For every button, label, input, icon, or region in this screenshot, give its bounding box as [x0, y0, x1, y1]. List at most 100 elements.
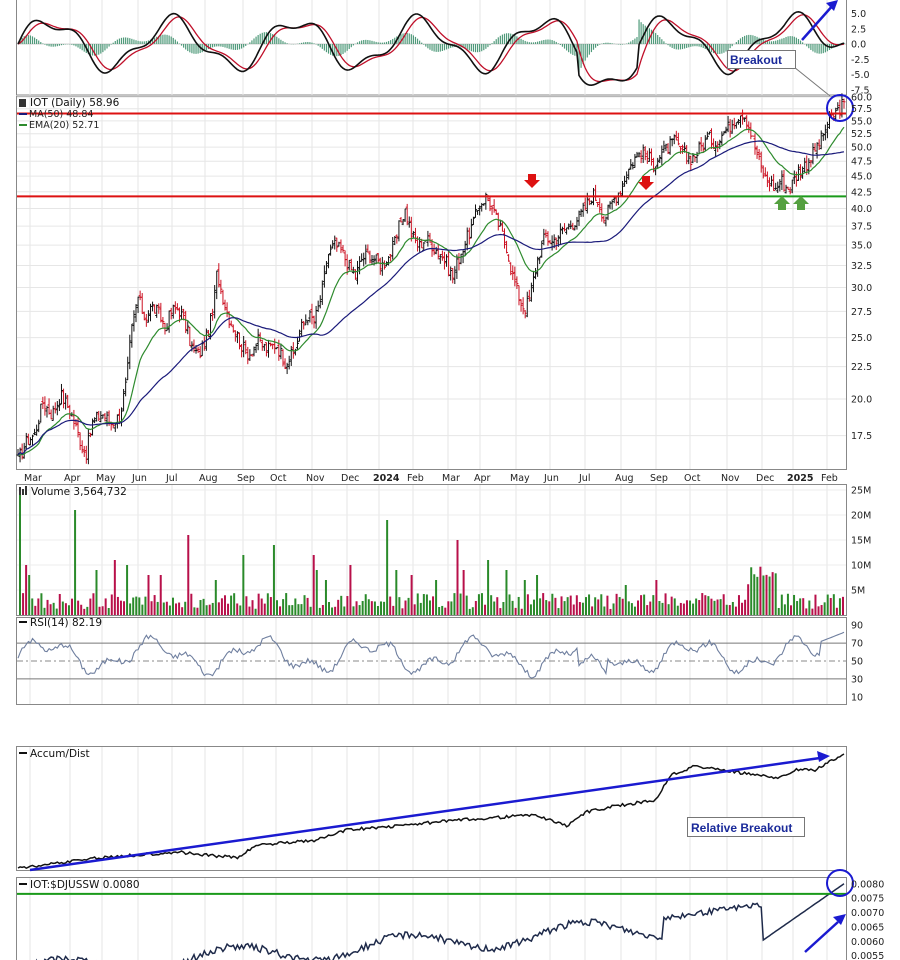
volume-bar [386, 520, 389, 615]
breakout-label: Breakout [730, 53, 782, 67]
x-tick-label: Jun [543, 473, 559, 484]
volume-bar [490, 595, 493, 615]
volume-bar [248, 606, 251, 615]
volume-bar [701, 593, 704, 615]
volume-bar [236, 603, 239, 615]
volume-bar [116, 596, 119, 615]
ratio-line [36, 883, 845, 960]
volume-bar [557, 608, 560, 615]
volume-bar [55, 608, 58, 615]
volume-bar [768, 576, 771, 615]
volume-bar [692, 603, 695, 615]
volume-bar [624, 585, 627, 615]
x-tick-label: Apr [474, 473, 491, 484]
x-tick-label: 2024 [373, 473, 400, 484]
volume-bar [725, 604, 728, 615]
volume-bar [297, 604, 300, 615]
volume-bar [560, 596, 563, 615]
volume-bar [603, 606, 606, 615]
volume-bar [511, 600, 514, 615]
price-y-tick: 42.5 [851, 187, 872, 198]
volume-bar [646, 605, 649, 615]
green-up-arrow [793, 196, 809, 210]
volume-bar [572, 604, 575, 615]
x-tick-label: Feb [821, 473, 838, 484]
volume-bar [58, 593, 61, 615]
volume-bar [230, 595, 233, 615]
volume-bar [722, 594, 725, 615]
volume-bar [74, 510, 77, 615]
volume-bar [499, 608, 502, 615]
volume-bar [107, 608, 110, 615]
rsi-y-tick: 30 [851, 674, 863, 685]
volume-bar [765, 574, 768, 615]
volume-bar [135, 596, 138, 615]
volume-bar [37, 598, 40, 615]
volume-bar [667, 604, 670, 615]
relative-breakout-label: Relative Breakout [691, 821, 792, 835]
volume-bar [71, 598, 74, 615]
volume-bar [223, 595, 226, 615]
volume-bar [799, 598, 802, 615]
volume-bar [432, 596, 435, 615]
volume-bar [465, 595, 468, 615]
volume-bar [80, 604, 83, 615]
volume-bar [453, 593, 456, 615]
volume-bar [505, 570, 508, 615]
volume-bar [627, 601, 630, 615]
x-tick-label: Mar [442, 473, 460, 484]
volume-bar [554, 597, 557, 615]
volume-bar [352, 606, 355, 615]
rsi-y-tick: 90 [851, 621, 863, 632]
macd-signal-line [17, 14, 845, 83]
volume-bar [312, 555, 315, 615]
macd-trend-arrowhead [826, 0, 838, 11]
volume-bar [245, 596, 248, 615]
volume-bar [633, 606, 636, 615]
volume-bar [98, 606, 101, 615]
volume-bar [652, 595, 655, 615]
price-y-tick: 55.0 [851, 116, 872, 127]
accum-dist-line [17, 753, 845, 870]
volume-bar [257, 593, 260, 615]
volume-bar [456, 540, 459, 615]
volume-bar [508, 594, 511, 615]
volume-bar [820, 605, 823, 615]
price-y-tick: 45.0 [851, 172, 872, 183]
volume-bar [156, 601, 159, 615]
rsi-y-tick: 50 [851, 657, 863, 668]
volume-bar [805, 608, 808, 615]
chart-series [16, 10, 846, 960]
volume-bar [361, 601, 364, 615]
volume-bar [789, 605, 792, 615]
macd-y-tick: -7.5 [851, 85, 870, 96]
volume-bar [480, 593, 483, 615]
volume-bar [43, 607, 46, 615]
volume-bar [416, 593, 419, 615]
volume-bar [744, 599, 747, 615]
volume-bar [609, 608, 612, 615]
volume-bar [19, 495, 21, 615]
volume-bar [208, 604, 211, 615]
x-tick-label: Nov [306, 473, 325, 484]
volume-bar [49, 604, 52, 615]
volume-bar [401, 608, 404, 615]
volume-panel [16, 484, 847, 616]
ratio-panel [16, 877, 847, 960]
price-y-tick: 37.5 [851, 222, 872, 233]
volume-bar [661, 602, 664, 615]
volume-bar [731, 601, 734, 615]
volume-bar [704, 595, 707, 615]
macd-y-tick: -2.5 [851, 55, 870, 66]
volume-bar [328, 602, 331, 615]
volume-bar [211, 602, 214, 615]
volume-bar [343, 606, 346, 615]
volume-bar [132, 597, 135, 615]
ratio-legend: IOT:$DJUSSW 0.0080 [30, 879, 140, 891]
volume-bar [685, 600, 688, 615]
volume-bar [346, 596, 349, 615]
volume-bar [355, 601, 358, 615]
volume-bar [294, 598, 297, 615]
volume-bar [597, 599, 600, 615]
volume-bar [493, 601, 496, 615]
